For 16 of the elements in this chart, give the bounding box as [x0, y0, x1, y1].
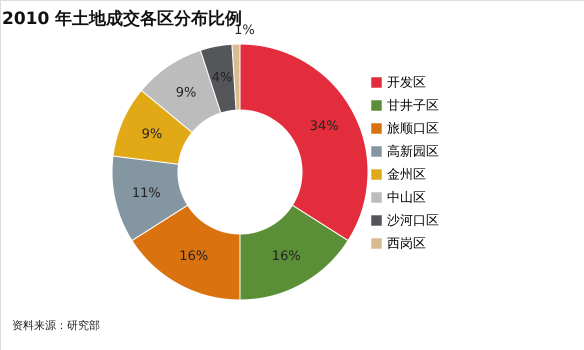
- data-label: 16%: [179, 249, 208, 264]
- data-label: 16%: [272, 249, 301, 264]
- legend-label: 开发区: [387, 76, 426, 90]
- legend-label: 西岗区: [387, 236, 426, 252]
- legend-label: 甘井子区: [387, 98, 439, 114]
- data-label: 9%: [142, 126, 162, 142]
- legend-label: 中山区: [387, 190, 426, 206]
- legend-label: 沙河口区: [387, 214, 439, 228]
- data-label: 4%: [212, 70, 232, 86]
- legend-label: 旅顺口区: [387, 122, 439, 136]
- text: 资料来源：研究部: [12, 319, 100, 332]
- legend-label: 高新园区: [387, 144, 439, 160]
- data-label: 11%: [132, 186, 161, 201]
- data-label: 9%: [176, 86, 196, 101]
- legend-label: 金州区: [387, 168, 426, 182]
- data-label: 34%: [310, 118, 339, 134]
